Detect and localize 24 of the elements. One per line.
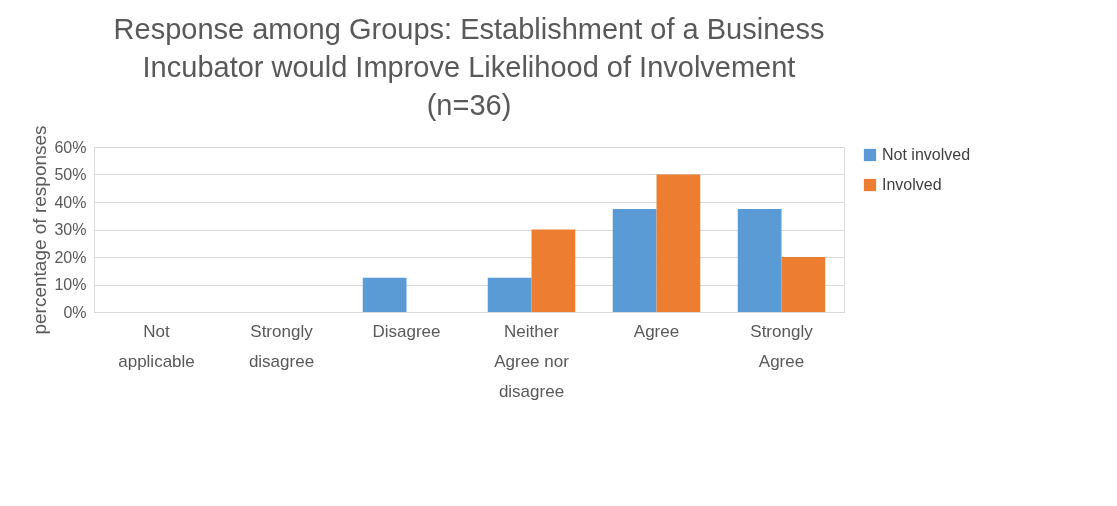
legend-label: Not involved bbox=[882, 146, 971, 163]
y-tick-label: 0% bbox=[63, 303, 87, 321]
x-tick-label: Neither Agree nor disagree bbox=[494, 322, 570, 401]
chart-title: Response among Groups: Establishment of a Business Incubator would Improve Likelihood of Involvement (n=36) bbox=[113, 12, 825, 121]
x-tick-label: Strongly Agree bbox=[750, 322, 814, 371]
x-tick-label: Disagree bbox=[372, 322, 441, 341]
bar bbox=[656, 174, 701, 312]
bar bbox=[531, 229, 576, 312]
y-tick-label: 40% bbox=[54, 193, 87, 211]
y-tick-label: 10% bbox=[54, 276, 87, 293]
bar bbox=[362, 277, 407, 312]
legend-label: Involved bbox=[882, 176, 942, 193]
y-tick-label: 60% bbox=[54, 138, 87, 156]
bar bbox=[737, 208, 782, 312]
x-tick-label: Strongly disagree bbox=[248, 322, 315, 371]
bar bbox=[612, 208, 657, 312]
x-tick-label: Agree bbox=[633, 322, 680, 341]
y-axis-title: percentage of responses bbox=[29, 125, 51, 335]
bar bbox=[781, 257, 826, 312]
y-tick-label: 20% bbox=[54, 248, 87, 266]
y-tick-label: 30% bbox=[54, 221, 87, 238]
x-tick-label: Not applicable bbox=[118, 322, 195, 371]
y-tick-label: 50% bbox=[54, 166, 87, 183]
bar bbox=[487, 277, 532, 312]
